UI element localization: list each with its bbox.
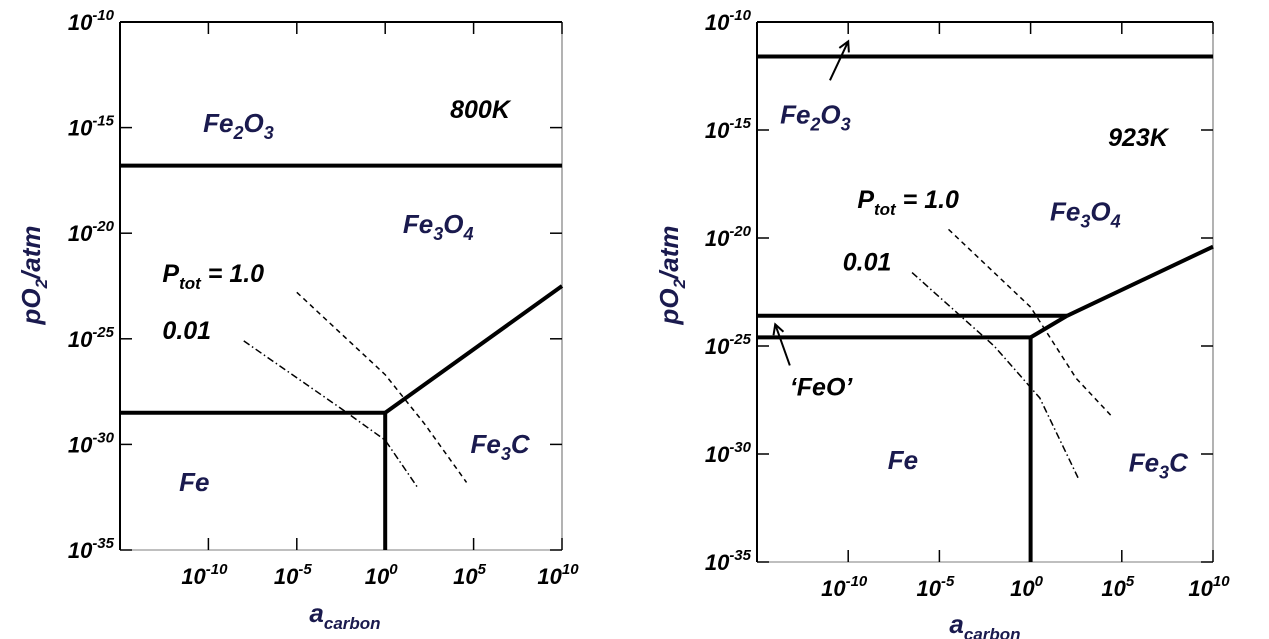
x-tick-label: 100 <box>1010 573 1043 601</box>
curve-annotation: Ptot = 1.0 <box>162 260 264 293</box>
y-axis-label: pO2/atm <box>16 225 51 325</box>
x-axis-label: acarbon <box>309 598 380 633</box>
temperature-label: 923K <box>1108 124 1170 152</box>
chart-panel-1: 10-10 10-15 10-20 10-25 10-30 10-35 10-10 10-5 1… <box>16 7 579 633</box>
phase-boundary-line <box>1031 316 1067 338</box>
y-axis-label: pO2/atm <box>654 225 689 325</box>
phase-region-label: Fe3C <box>471 429 531 464</box>
phase-boundary-line <box>1067 247 1213 316</box>
y-tick-label: 10-15 <box>68 113 115 141</box>
x-tick-label: 100 <box>365 561 398 589</box>
y-tick-label: 10-20 <box>705 223 752 251</box>
phase-region-label: Fe3O4 <box>403 209 474 244</box>
chart-panel-2: 10-10 10-15 10-20 10-25 10-30 10-35 10-10 10-5 1… <box>654 7 1230 639</box>
y-tick-label: 10-35 <box>68 535 115 563</box>
y-tick-label: 10-10 <box>68 7 115 35</box>
phase-region-label: Fe3O4 <box>1050 197 1121 232</box>
x-tick-label: 10-5 <box>274 561 312 589</box>
x-axis-label: acarbon <box>949 609 1020 639</box>
curve-annotation: 0.01 <box>162 317 211 345</box>
y-tick-label: 10-30 <box>705 439 752 467</box>
pressure-curve <box>912 273 1078 478</box>
x-tick-label: 10-10 <box>181 561 228 589</box>
phase-region-label: Fe2O3 <box>203 108 274 143</box>
curve-annotation: ‘FeO’ <box>790 374 854 402</box>
curve-annotation: Ptot = 1.0 <box>857 186 959 219</box>
phase-region-label: Fe3C <box>1129 447 1189 482</box>
y-tick-label: 10-30 <box>68 429 115 457</box>
temperature-label: 800K <box>450 96 512 124</box>
x-tick-label: 1010 <box>1188 573 1230 601</box>
y-tick-label: 10-35 <box>705 547 752 575</box>
phase-region-label: Fe <box>179 467 209 497</box>
x-tick-label: 10-5 <box>916 573 954 601</box>
x-tick-label: 105 <box>453 561 486 589</box>
y-tick-label: 10-10 <box>705 7 752 35</box>
phase-region-label: Fe2O3 <box>780 100 851 135</box>
curve-annotation: 0.01 <box>843 248 892 276</box>
phase-boundary-line <box>385 286 562 413</box>
pressure-curve <box>297 292 467 482</box>
phase-region-label: Fe <box>888 445 918 475</box>
y-tick-label: 10-25 <box>68 324 115 352</box>
y-tick-label: 10-20 <box>68 218 115 246</box>
x-tick-label: 10-10 <box>821 573 868 601</box>
y-tick-label: 10-15 <box>705 115 752 143</box>
y-tick-label: 10-25 <box>705 331 752 359</box>
x-tick-label: 1010 <box>537 561 579 589</box>
x-tick-label: 105 <box>1101 573 1134 601</box>
